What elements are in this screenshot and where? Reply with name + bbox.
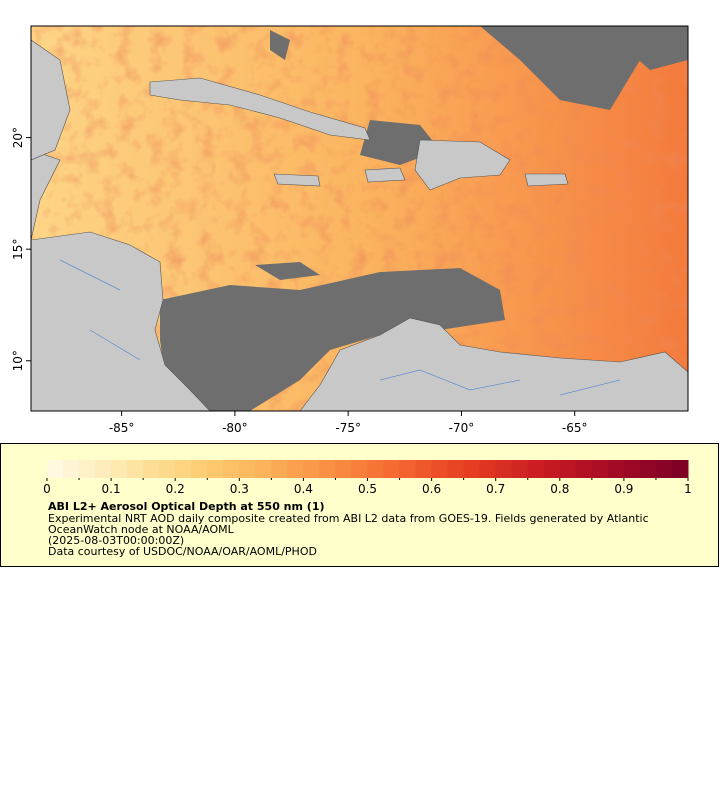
- colorbar-step: [127, 460, 144, 478]
- colorbar-step: [639, 460, 657, 478]
- colorbar-step: [223, 460, 240, 478]
- colorbar-step: [111, 460, 128, 478]
- colorbar-step: [383, 460, 401, 478]
- legend-line: OceanWatch node at NOAA/AOML: [48, 523, 235, 536]
- colorbar-tick-label: 0.7: [486, 482, 505, 496]
- colorbar-step: [655, 460, 673, 478]
- colorbar-step: [527, 460, 545, 478]
- map-frame: [30, 25, 689, 412]
- colorbar-step: [143, 460, 160, 478]
- colorbar-tick-label: 0.1: [102, 482, 121, 496]
- colorbar-step: [351, 460, 368, 478]
- colorbar-tick-label: 1: [684, 482, 692, 496]
- colorbar-step: [95, 460, 112, 478]
- colorbar-step: [431, 460, 449, 478]
- colorbar-step: [559, 460, 577, 478]
- colorbar-step: [191, 460, 208, 478]
- colorbar-step: [271, 460, 288, 478]
- colorbar-step: [511, 460, 529, 478]
- colorbar-step: [287, 460, 304, 478]
- legend-line: Experimental NRT AOD daily composite cre…: [48, 512, 649, 525]
- colorbar-step: [255, 460, 272, 478]
- y-tick-label: 20°: [11, 127, 25, 148]
- colorbar-step: [623, 460, 641, 478]
- colorbar-step: [335, 460, 352, 478]
- colorbar-step: [543, 460, 561, 478]
- colorbar-step: [399, 460, 417, 478]
- colorbar: 0 0.1 0.2 0.3 0.4 0.5 0.6 0.7 0.8 0.9 1: [43, 460, 692, 496]
- colorbar-step: [175, 460, 192, 478]
- legend-line: Data courtesy of USDOC/NOAA/OAR/AOML/PHO…: [48, 545, 317, 558]
- x-tick-label: -70°: [449, 421, 475, 435]
- legend-lines: Experimental NRT AOD daily composite cre…: [48, 512, 649, 558]
- axes: -85° -80° -75° -70° -65° 10° 15° 20°: [11, 127, 588, 435]
- colorbar-tick-label: 0.6: [422, 482, 441, 496]
- colorbar-tick-label: 0.2: [166, 482, 185, 496]
- colorbar-step: [367, 460, 385, 478]
- colorbar-step: [479, 460, 497, 478]
- y-tick-label: 15°: [11, 239, 25, 260]
- map-field: [31, 26, 688, 411]
- x-tick-label: -80°: [222, 421, 248, 435]
- colorbar-step: [159, 460, 176, 478]
- colorbar-step: [303, 460, 320, 478]
- legend-line: (2025-08-03T00:00:00Z): [48, 534, 184, 547]
- x-tick-label: -85°: [109, 421, 135, 435]
- colorbar-step: [415, 460, 433, 478]
- colorbar-step: [447, 460, 465, 478]
- colorbar-step: [79, 460, 96, 478]
- colorbar-step: [63, 460, 80, 478]
- x-tick-label: -75°: [335, 421, 361, 435]
- legend-title: ABI L2+ Aerosol Optical Depth at 550 nm …: [48, 500, 325, 513]
- colorbar-step: [463, 460, 481, 478]
- colorbar-step: [495, 460, 513, 478]
- colorbar-step: [671, 460, 689, 478]
- colorbar-tick-label: 0.4: [294, 482, 313, 496]
- colorbar-step: [575, 460, 593, 478]
- colorbar-step: [47, 460, 64, 478]
- colorbar-step: [607, 460, 625, 478]
- x-tick-label: -65°: [562, 421, 588, 435]
- colorbar-tick-label: 0.8: [550, 482, 569, 496]
- colorbar-tick-label: 0.9: [614, 482, 633, 496]
- colorbar-tick-label: 0: [43, 482, 51, 496]
- colorbar-step: [207, 460, 224, 478]
- colorbar-step: [591, 460, 609, 478]
- colorbar-tick-label: 0.5: [358, 482, 377, 496]
- colorbar-step: [319, 460, 336, 478]
- colorbar-tick-label: 0.3: [230, 482, 249, 496]
- colorbar-step: [239, 460, 256, 478]
- y-tick-label: 10°: [11, 350, 25, 371]
